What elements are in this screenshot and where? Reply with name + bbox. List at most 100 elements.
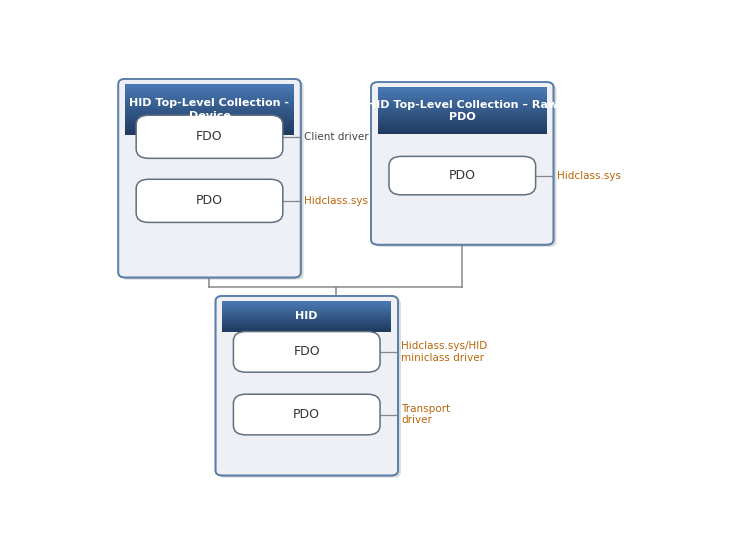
Bar (222, 306, 391, 307)
Bar (125, 91, 294, 93)
Bar (378, 124, 547, 125)
Bar (222, 324, 391, 326)
FancyBboxPatch shape (233, 394, 380, 435)
Bar (125, 100, 294, 102)
Bar (378, 88, 547, 90)
Bar (378, 93, 547, 94)
Bar (125, 134, 294, 135)
Bar (378, 100, 547, 101)
Bar (125, 109, 294, 111)
Bar (378, 94, 547, 96)
Bar (222, 329, 391, 330)
Bar (222, 309, 391, 310)
Bar (222, 314, 391, 315)
Bar (378, 128, 547, 130)
FancyBboxPatch shape (233, 332, 380, 372)
Bar (378, 113, 547, 114)
Bar (378, 89, 547, 91)
Bar (222, 315, 391, 316)
Bar (125, 122, 294, 123)
Bar (125, 87, 294, 89)
Bar (378, 95, 547, 97)
Bar (378, 132, 547, 133)
Text: PDO: PDO (449, 169, 476, 182)
FancyBboxPatch shape (389, 156, 536, 195)
Bar (222, 315, 391, 316)
FancyBboxPatch shape (218, 298, 401, 477)
Bar (378, 108, 547, 109)
Bar (222, 323, 391, 324)
Bar (222, 321, 391, 322)
Bar (125, 112, 294, 113)
Bar (125, 85, 294, 86)
Bar (378, 102, 547, 104)
Bar (378, 119, 547, 120)
Bar (125, 119, 294, 121)
Bar (125, 99, 294, 101)
Bar (378, 103, 547, 105)
Bar (125, 118, 294, 119)
FancyBboxPatch shape (371, 82, 554, 245)
Bar (125, 90, 294, 92)
Bar (222, 313, 391, 314)
Bar (378, 111, 547, 112)
Bar (378, 120, 547, 122)
Bar (125, 108, 294, 109)
Bar (378, 133, 547, 134)
Bar (222, 309, 391, 310)
Bar (222, 305, 391, 306)
Bar (378, 92, 547, 93)
Bar (125, 130, 294, 131)
Bar (222, 301, 391, 303)
Bar (125, 98, 294, 99)
Bar (125, 123, 294, 125)
Bar (125, 126, 294, 127)
Bar (378, 104, 547, 106)
Bar (378, 107, 547, 108)
Bar (378, 126, 547, 128)
Bar (222, 317, 391, 318)
FancyBboxPatch shape (137, 179, 283, 222)
Text: HID Top-Level Collection – Raw
PDO: HID Top-Level Collection – Raw PDO (367, 100, 558, 122)
Bar (378, 117, 547, 118)
Bar (222, 325, 391, 326)
Bar (125, 107, 294, 108)
Bar (378, 91, 547, 92)
Bar (378, 121, 547, 123)
FancyBboxPatch shape (121, 81, 303, 279)
Bar (222, 327, 391, 328)
Bar (125, 116, 294, 117)
Text: Client driver: Client driver (304, 132, 369, 142)
Bar (125, 96, 294, 98)
Text: FDO: FDO (294, 345, 320, 359)
Bar (125, 128, 294, 130)
Text: Hidclass.sys/HID
miniclass driver: Hidclass.sys/HID miniclass driver (401, 341, 488, 362)
Bar (125, 95, 294, 97)
FancyBboxPatch shape (215, 296, 398, 476)
Bar (222, 316, 391, 317)
Bar (125, 131, 294, 133)
FancyBboxPatch shape (137, 115, 283, 158)
Bar (222, 319, 391, 320)
Bar (222, 328, 391, 329)
Bar (378, 129, 547, 131)
Bar (378, 116, 547, 117)
Bar (125, 84, 294, 85)
Bar (378, 97, 547, 99)
Bar (378, 101, 547, 102)
FancyBboxPatch shape (374, 84, 556, 247)
Bar (378, 106, 547, 107)
Bar (378, 127, 547, 129)
Bar (378, 87, 547, 89)
Text: PDO: PDO (196, 194, 223, 207)
Bar (222, 310, 391, 311)
Bar (125, 102, 294, 103)
Bar (222, 330, 391, 331)
Bar (125, 93, 294, 94)
Text: Hidclass.sys: Hidclass.sys (304, 196, 368, 206)
Bar (125, 113, 294, 114)
Text: FDO: FDO (196, 130, 223, 143)
Bar (222, 311, 391, 312)
Bar (125, 94, 294, 96)
Text: PDO: PDO (293, 408, 320, 421)
